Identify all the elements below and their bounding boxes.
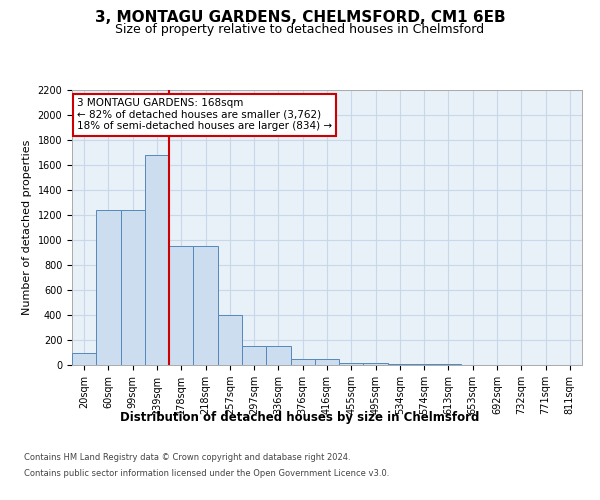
Bar — [290, 359, 315, 365]
Bar — [193, 246, 218, 365]
Bar — [121, 210, 145, 365]
Bar — [242, 346, 266, 365]
Bar — [412, 364, 436, 365]
Text: 3 MONTAGU GARDENS: 168sqm
← 82% of detached houses are smaller (3,762)
18% of se: 3 MONTAGU GARDENS: 168sqm ← 82% of detac… — [77, 98, 332, 132]
Text: Contains public sector information licensed under the Open Government Licence v3: Contains public sector information licen… — [24, 468, 389, 477]
Bar — [218, 315, 242, 365]
Bar — [315, 359, 339, 365]
Text: 3, MONTAGU GARDENS, CHELMSFORD, CM1 6EB: 3, MONTAGU GARDENS, CHELMSFORD, CM1 6EB — [95, 10, 505, 25]
Bar — [266, 346, 290, 365]
Bar — [96, 210, 121, 365]
Bar — [169, 246, 193, 365]
Bar — [72, 352, 96, 365]
Bar — [339, 362, 364, 365]
Text: Distribution of detached houses by size in Chelmsford: Distribution of detached houses by size … — [121, 411, 479, 424]
Text: Contains HM Land Registry data © Crown copyright and database right 2024.: Contains HM Land Registry data © Crown c… — [24, 454, 350, 462]
Bar — [145, 155, 169, 365]
Bar — [436, 364, 461, 365]
Bar — [388, 364, 412, 365]
Bar — [364, 362, 388, 365]
Y-axis label: Number of detached properties: Number of detached properties — [22, 140, 32, 315]
Text: Size of property relative to detached houses in Chelmsford: Size of property relative to detached ho… — [115, 22, 485, 36]
